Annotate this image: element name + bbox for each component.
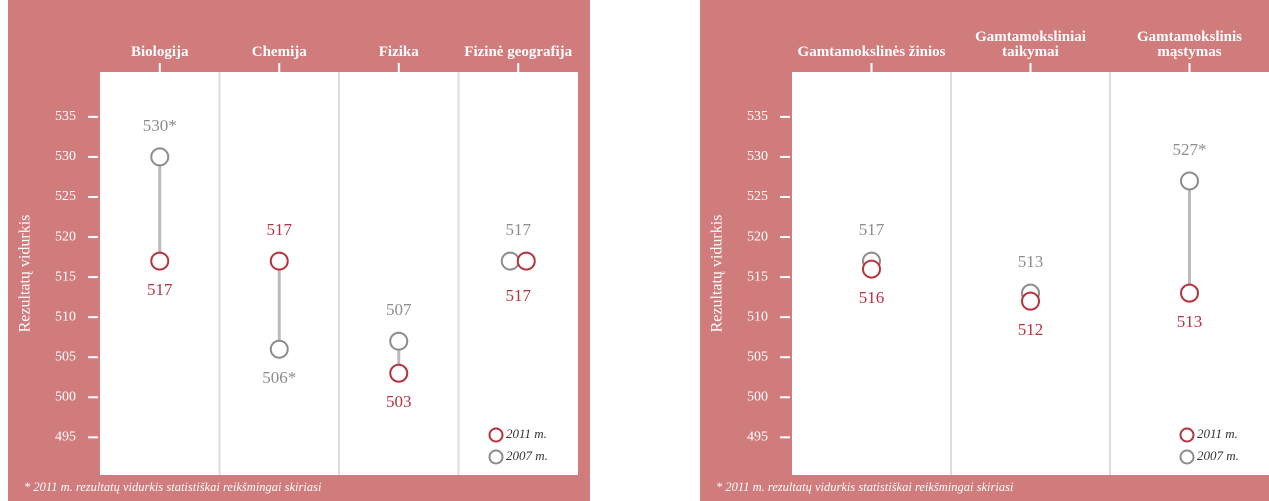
y-tick-label: 515 [55,269,76,284]
point-2007 [269,339,289,359]
point-2011 [862,259,881,279]
category-label: Fizika [378,44,419,60]
point-2011 [389,363,409,383]
category-label: Biologija [130,44,189,60]
value-label-2007: 517 [506,220,532,239]
footnote: * 2011 m. rezultatų vidurkis statistiška… [716,480,1014,494]
point-2007 [500,251,520,271]
y-axis-label: Rezultatų vidurkis [17,215,34,333]
category-label-box: Gamtamokslinis mąstymas [1136,29,1242,60]
point-2011 [150,251,170,271]
category-label-box: Fizinė geografija [464,44,573,60]
category-label: Gamtamokslinės žinios [797,44,946,60]
y-tick-label: 505 [747,349,768,364]
value-label-2011: 517 [147,280,173,299]
category-label-box: Chemija [251,44,307,60]
y-tick-label: 495 [55,430,76,445]
y-tick-label: 510 [55,309,76,324]
legend-marker [1179,427,1195,443]
value-label-2007: 506* [262,368,296,387]
point-2011 [516,251,536,271]
y-tick-label: 500 [747,390,768,405]
value-label-2011: 503 [386,392,412,411]
y-tick-label: 495 [747,430,768,445]
category-label: Gamtamoksliniai taikymai [975,29,1086,60]
value-label-2011: 516 [859,288,885,307]
value-label-2011: 512 [1018,320,1044,339]
category-label-box: Fizika [378,44,419,60]
legend-label: 2011 m. [1197,426,1238,441]
legend-marker [1179,449,1195,465]
value-label-2011: 517 [267,220,293,239]
point-2011 [269,251,289,271]
y-tick-label: 500 [55,390,76,405]
point-2007 [1180,171,1199,191]
category-label-box: Gamtamokslinės žinios [797,44,946,60]
value-label-2011: 513 [1177,312,1203,331]
y-tick-label: 520 [55,229,76,244]
category-label: Gamtamokslinis mąstymas [1136,29,1242,60]
y-tick-label: 505 [55,349,76,364]
category-label: Chemija [251,44,307,60]
y-axis-label: Rezultatų vidurkis [709,215,726,333]
category-label: Fizinė geografija [464,44,573,60]
y-tick-label: 530 [55,149,76,164]
point-2007 [389,331,409,351]
y-tick-label: 535 [747,109,768,124]
point-2011 [1180,283,1199,303]
value-label-2007: 527* [1173,140,1207,159]
y-tick-label: 515 [747,269,768,284]
value-label-2007: 517 [859,220,885,239]
y-tick-label: 535 [55,109,76,124]
value-label-2007: 530* [143,116,177,135]
y-tick-label: 525 [55,189,76,204]
y-tick-label: 510 [747,309,768,324]
legend-marker [488,427,504,443]
value-label-2007: 513 [1018,252,1044,271]
point-2011 [1021,291,1040,311]
value-label-2007: 507 [386,300,412,319]
y-tick-label: 525 [747,189,768,204]
y-tick-label: 530 [747,149,768,164]
footnote: * 2011 m. rezultatų vidurkis statistiška… [24,480,322,494]
value-label-2011: 517 [506,286,532,305]
legend-label: 2011 m. [506,426,547,441]
category-label-box: Gamtamoksliniai taikymai [975,29,1086,60]
legend-label: 2007 m. [506,448,548,463]
legend-marker [488,449,504,465]
y-tick-label: 520 [747,229,768,244]
point-2007 [150,147,170,167]
category-label-box: Biologija [130,44,189,60]
legend-label: 2007 m. [1197,448,1239,463]
